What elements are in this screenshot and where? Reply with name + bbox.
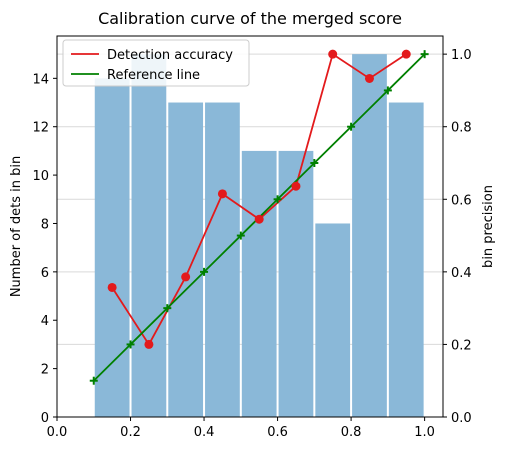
y-left-tick-label-3: 6 [41, 266, 49, 281]
bar-3 [205, 102, 240, 418]
y-right-tick-label-4: 0.8 [451, 121, 472, 136]
y-left-tick-label-2: 4 [41, 314, 49, 329]
y-left-tick-label-0: 0 [41, 411, 49, 426]
series-1-point-2 [163, 304, 172, 313]
series-1-point-4 [236, 231, 245, 240]
y-axis-label-right: bin precision [481, 185, 496, 268]
x-tick-label-0: 0.0 [47, 425, 68, 440]
series-0-point-1 [144, 339, 154, 349]
bar-1 [131, 54, 167, 418]
y-left-tick-label-1: 2 [41, 363, 49, 378]
bar-5 [278, 150, 314, 417]
series-markers [89, 49, 429, 385]
chart-title: Calibration curve of the merged score [98, 9, 402, 28]
y-left-tick-label-7: 14 [32, 72, 49, 87]
y-right-tick-label-2: 0.4 [451, 266, 472, 281]
plot-frame [56, 35, 444, 418]
y-right-tick-label-0: 0.0 [451, 411, 472, 426]
series-1-point-0 [89, 376, 98, 385]
bar-0 [94, 78, 130, 417]
bar-4 [241, 150, 277, 417]
series-0-point-8 [401, 49, 411, 59]
x-tick-label-1: 0.2 [120, 425, 141, 440]
series-1-point-7 [347, 122, 356, 131]
legend-label-1: Reference line [107, 68, 200, 83]
series-1-point-9 [420, 50, 429, 59]
series-0-point-5 [291, 181, 301, 191]
y-left-tick-label-4: 8 [41, 217, 49, 232]
x-tick-label-3: 0.6 [267, 425, 288, 440]
y-right-tick-label-3: 0.6 [451, 193, 472, 208]
series-1-point-5 [273, 195, 282, 204]
y-right-tick-label-5: 1.0 [451, 48, 472, 63]
legend: Detection accuracy Reference line [62, 39, 250, 87]
tick-labels: 0.0 0.2 0.4 0.6 0.8 1.0 0 2 4 6 8 10 12 14 0.0 0.2 0.4 0.… [32, 48, 471, 440]
legend-label-0: Detection accuracy [107, 48, 233, 63]
x-tick-label-5: 1.0 [414, 425, 435, 440]
series-0-point-3 [217, 189, 227, 199]
legend-box [62, 39, 250, 87]
series-0-point-0 [107, 282, 117, 292]
y-left-tick-label-5: 10 [32, 169, 49, 184]
series-1-point-1 [126, 340, 135, 349]
series-0-point-2 [181, 272, 191, 282]
series-1-point-8 [383, 86, 392, 95]
bar-2 [168, 102, 204, 418]
bar-6 [315, 223, 351, 417]
series-0-point-4 [254, 214, 264, 224]
bar-8 [388, 102, 424, 418]
x-tick-label-2: 0.4 [194, 425, 215, 440]
x-tick-label-4: 0.8 [341, 425, 362, 440]
y-left-tick-label-6: 12 [32, 121, 49, 136]
series-0-point-7 [364, 73, 374, 83]
axes [53, 35, 447, 421]
series-0-point-6 [328, 49, 338, 59]
bar-7 [352, 54, 387, 418]
y-axis-label-left: Number of dets in bin [9, 156, 24, 297]
y-right-tick-label-1: 0.2 [451, 338, 472, 353]
series-1-point-6 [310, 159, 319, 167]
series-1-point-3 [200, 267, 209, 276]
histogram-bars [94, 54, 424, 418]
